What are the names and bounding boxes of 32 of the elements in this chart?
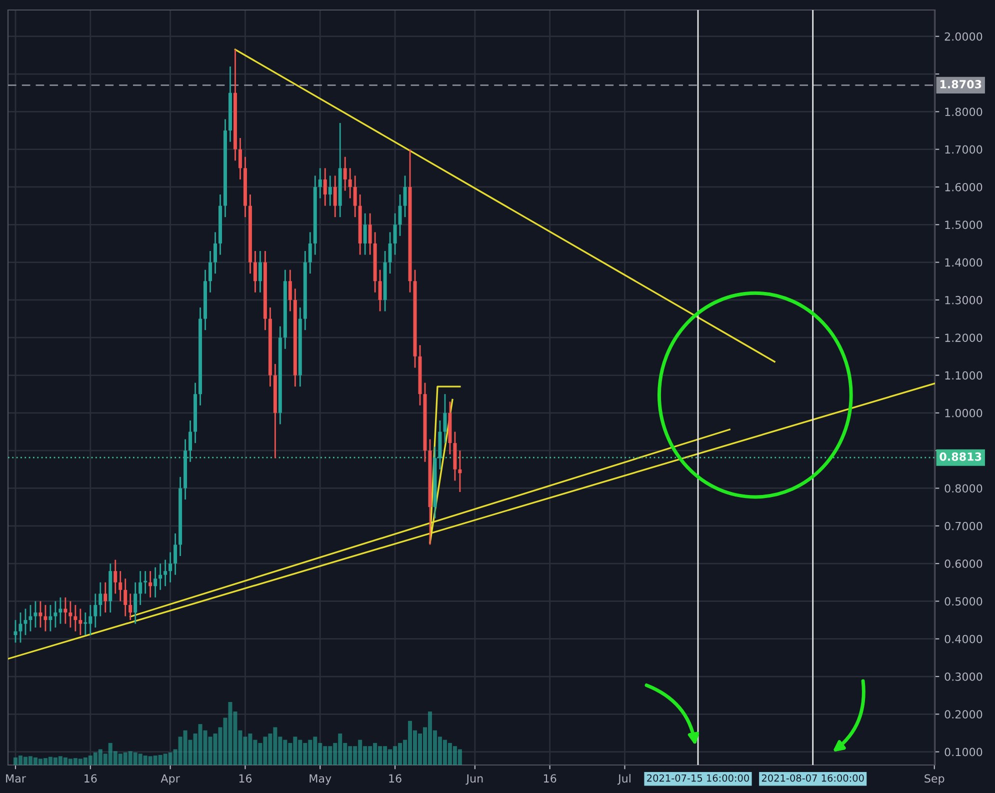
y-tick-label: 0.3000 <box>944 672 982 681</box>
y-tick-label: 2.0000 <box>944 32 982 41</box>
ref-line-label: 1.8703 <box>940 80 982 88</box>
y-tick-label: 1.0000 <box>945 408 982 418</box>
x-tick-label: Jun <box>466 774 483 785</box>
ref-line-label: 0.8813 <box>940 452 982 461</box>
ref-line-label: 2021-07-15 16:00:00 <box>647 774 749 782</box>
y-tick-label: 0.2000 <box>944 710 982 719</box>
x-tick-label: 16 <box>544 774 556 783</box>
y-tick-label: 1.4000 <box>945 258 982 267</box>
y-tick-label: 1.7000 <box>945 145 982 154</box>
x-tick-label: 16 <box>84 774 97 783</box>
y-tick-label: 0.7000 <box>944 522 982 530</box>
x-tick-label: Mar <box>6 774 26 783</box>
x-tick-label: Apr <box>160 774 180 785</box>
y-tick-label: 1.8000 <box>945 108 982 116</box>
y-tick-label: 0.8000 <box>944 484 982 493</box>
x-tick-label: Jul <box>617 774 630 785</box>
y-tick-label: 0.6000 <box>944 560 982 568</box>
x-tick-label: 16 <box>389 774 402 783</box>
y-tick-label: 1.3000 <box>945 296 982 304</box>
y-tick-label: 1.5000 <box>945 220 982 230</box>
ref-line-label: 2021-08-07 16:00:00 <box>762 774 864 782</box>
y-tick-label: 1.6000 <box>945 182 982 192</box>
y-tick-label: 0.4000 <box>944 634 982 644</box>
y-tick-label: 1.2000 <box>945 334 982 342</box>
x-tick-label: May <box>310 774 332 785</box>
x-tick-label: Sep <box>924 774 944 785</box>
y-tick-label: 1.1000 <box>945 371 982 380</box>
y-tick-label: 0.1000 <box>944 748 982 756</box>
x-tick-label: 16 <box>239 774 252 783</box>
y-tick-label: 0.5000 <box>944 597 982 606</box>
